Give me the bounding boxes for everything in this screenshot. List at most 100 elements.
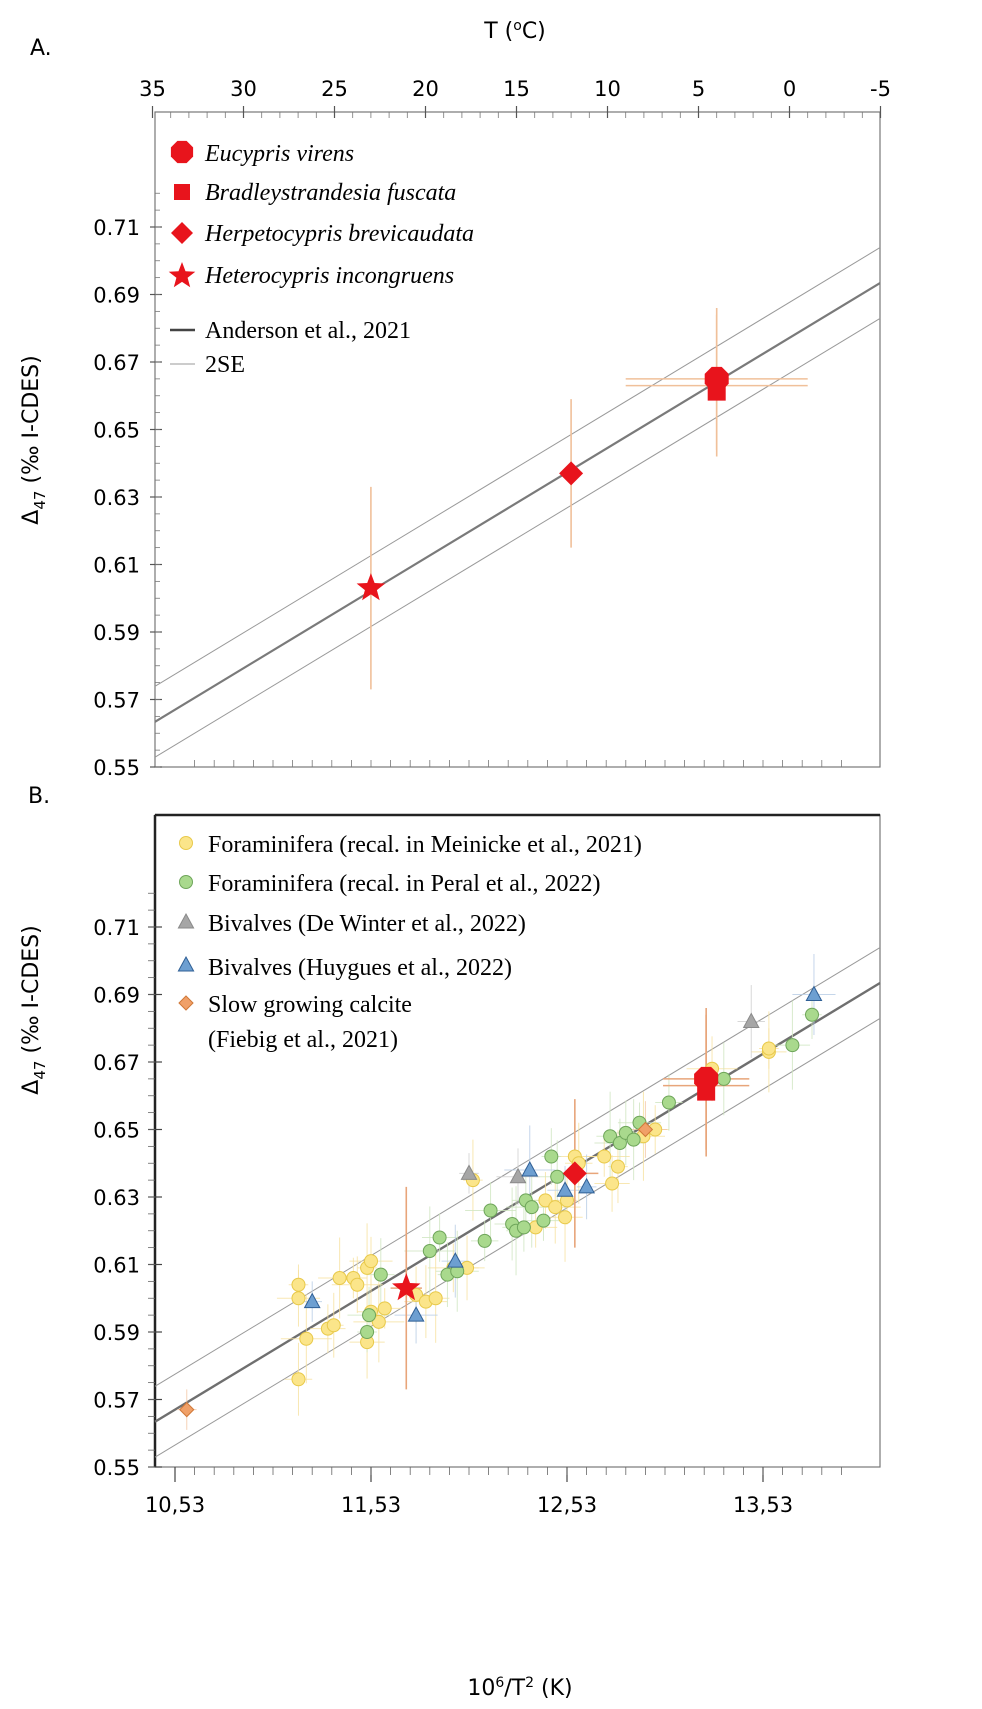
- a-y-tick-label: 0.61: [93, 554, 140, 578]
- a-2se-lower-line: [154, 318, 881, 758]
- b-point-diamond: [179, 1401, 195, 1418]
- panel-b-y-axis-title: Δ47 (‰ I-CDES): [19, 925, 49, 1094]
- b-point-star: [392, 1273, 421, 1301]
- b-point-triangle: [303, 1292, 321, 1309]
- panel-b: B. Δ47 (‰ I-CDES) 106/T2 (K) 0.71 0.69 0.6…: [19, 784, 881, 1701]
- b-y-tick-label: 0.71: [93, 916, 140, 940]
- b-point-triangle: [578, 1177, 596, 1194]
- b-y-tick-label: 0.59: [93, 1321, 140, 1345]
- legend-b-marker-diamond: [178, 995, 194, 1011]
- b-point-circle: [377, 1301, 392, 1316]
- b-y-tick-label: 0.61: [93, 1254, 140, 1278]
- b-point-circle: [550, 1169, 565, 1184]
- legend-b-item-4-line2: (Fiebig et al., 2021): [208, 1027, 398, 1053]
- legend-a-item-5: 2SE: [205, 352, 245, 378]
- b-point-triangle: [742, 1012, 760, 1028]
- b-point-circle: [373, 1267, 388, 1282]
- a-top-tick-label: 35: [139, 77, 166, 101]
- b-point-circle: [362, 1308, 377, 1323]
- b-point-diamond: [562, 1161, 587, 1186]
- b-point-triangle: [556, 1181, 574, 1197]
- panel-a-label: A.: [30, 36, 52, 61]
- b-point-circle: [524, 1200, 539, 1215]
- legend-a-item-4: Anderson et al., 2021: [205, 318, 411, 344]
- b-x-tick-label: 13,53: [733, 1493, 793, 1517]
- b-point-circle: [364, 1254, 378, 1269]
- b-point-circle: [716, 1071, 731, 1086]
- panel-b-legend: Foraminifera (recal. in Meinicke et al.,…: [177, 832, 642, 1053]
- a-y-tick-label: 0.67: [93, 351, 140, 375]
- legend-b-item-4: Slow growing calcite: [208, 992, 412, 1018]
- a-point-diamond: [559, 461, 584, 486]
- a-y-tick-label: 0.59: [93, 621, 140, 645]
- legend-b-item-3: Bivalves (Huygues et al., 2022): [208, 955, 512, 981]
- a-2se-upper-line: [154, 247, 881, 687]
- b-point-circle: [350, 1277, 365, 1292]
- a-y-tick-label: 0.69: [93, 284, 140, 308]
- a-top-tick-label: 0: [783, 77, 796, 101]
- legend-b-marker-circle: [179, 836, 193, 850]
- panel-a-legend: Eucypris virens Bradleystrandesia fuscat…: [168, 140, 474, 378]
- b-y-tick-label: 0.57: [93, 1389, 140, 1413]
- panel-a-top-axis-title: T (oC): [483, 18, 546, 44]
- a-y-tick-label: 0.71: [93, 216, 140, 240]
- panel-a-y-axis-title: Δ47 (‰ I-CDES): [19, 355, 49, 524]
- b-point-triangle: [446, 1252, 464, 1268]
- b-point-circle: [761, 1041, 776, 1056]
- a-top-tick-label: 20: [412, 77, 439, 101]
- b-point-square: [697, 1082, 716, 1101]
- panel-b-label: B.: [28, 784, 50, 809]
- legend-a-item-0: Eucypris virens: [204, 141, 354, 167]
- legend-b-item-2: Bivalves (De Winter et al., 2022): [208, 911, 526, 937]
- b-y-tick-label: 0.67: [93, 1051, 140, 1075]
- a-top-tick-label: 10: [594, 77, 621, 101]
- b-point-circle: [371, 1314, 386, 1329]
- b-point-circle: [422, 1244, 437, 1258]
- legend-a-item-2: Herpetocypris brevicaudata: [204, 221, 474, 247]
- b-point-triangle: [805, 985, 823, 1001]
- legend-b-marker-triangle: [177, 912, 195, 929]
- panel-a-plot-frame: [154, 111, 881, 768]
- a-y-tick-label: 0.65: [93, 419, 140, 443]
- b-point-diamond: [637, 1121, 654, 1138]
- panel-a: A. T (oC) Δ47 (‰ I-CDES) 0.71 0.69 0.67 0.6…: [19, 18, 891, 780]
- b-y-tick-label: 0.69: [93, 984, 140, 1008]
- panel-b-ticks: 0.71 0.69 0.67 0.65 0.63 0.61 0.59 0.57 0.5510,5…: [93, 892, 842, 1517]
- b-point-circle: [805, 1007, 819, 1022]
- b-2se-lower-line: [154, 1018, 881, 1458]
- b-point-circle: [626, 1132, 641, 1147]
- legend-b-marker-circle: [179, 875, 193, 889]
- a-point-star: [356, 573, 386, 601]
- panel-b-error-bars: [176, 954, 836, 1430]
- legend-a-item-1: Bradleystrandesia fuscata: [205, 180, 456, 206]
- panel-b-points: [179, 985, 823, 1418]
- b-point-circle: [661, 1095, 676, 1110]
- a-point-square: [707, 382, 726, 401]
- a-calibration-line: [154, 282, 881, 723]
- panel-b-x-axis-title: 106/T2 (K): [467, 1675, 572, 1701]
- panel-a-legend-markers: [168, 140, 196, 365]
- panel-a-points: [356, 308, 808, 690]
- a-top-tick-label: 15: [503, 77, 530, 101]
- b-point-circle: [516, 1220, 531, 1235]
- legend-a-item-3: Heterocypris incongruens: [204, 263, 454, 289]
- b-point-circle: [332, 1271, 347, 1285]
- b-point-circle: [610, 1159, 625, 1174]
- b-point-triangle: [521, 1160, 539, 1177]
- legend-a-star-marker: [168, 262, 196, 288]
- b-point-circle: [558, 1210, 573, 1225]
- b-point-circle: [483, 1203, 498, 1218]
- panel-b-legend-markers: [177, 836, 195, 1011]
- b-x-tick-label: 10,53: [145, 1493, 205, 1517]
- legend-b-item-0: Foraminifera (recal. in Meinicke et al.,…: [208, 832, 642, 858]
- b-point-circle: [291, 1291, 306, 1306]
- a-y-tick-label: 0.63: [93, 486, 140, 510]
- b-point-circle: [291, 1372, 306, 1387]
- b-point-circle: [605, 1176, 620, 1191]
- b-point-circle: [360, 1325, 375, 1339]
- b-point-triangle: [407, 1306, 425, 1322]
- b-point-circle: [326, 1318, 341, 1333]
- b-point-triangle: [460, 1164, 478, 1180]
- b-point-circle: [597, 1149, 612, 1164]
